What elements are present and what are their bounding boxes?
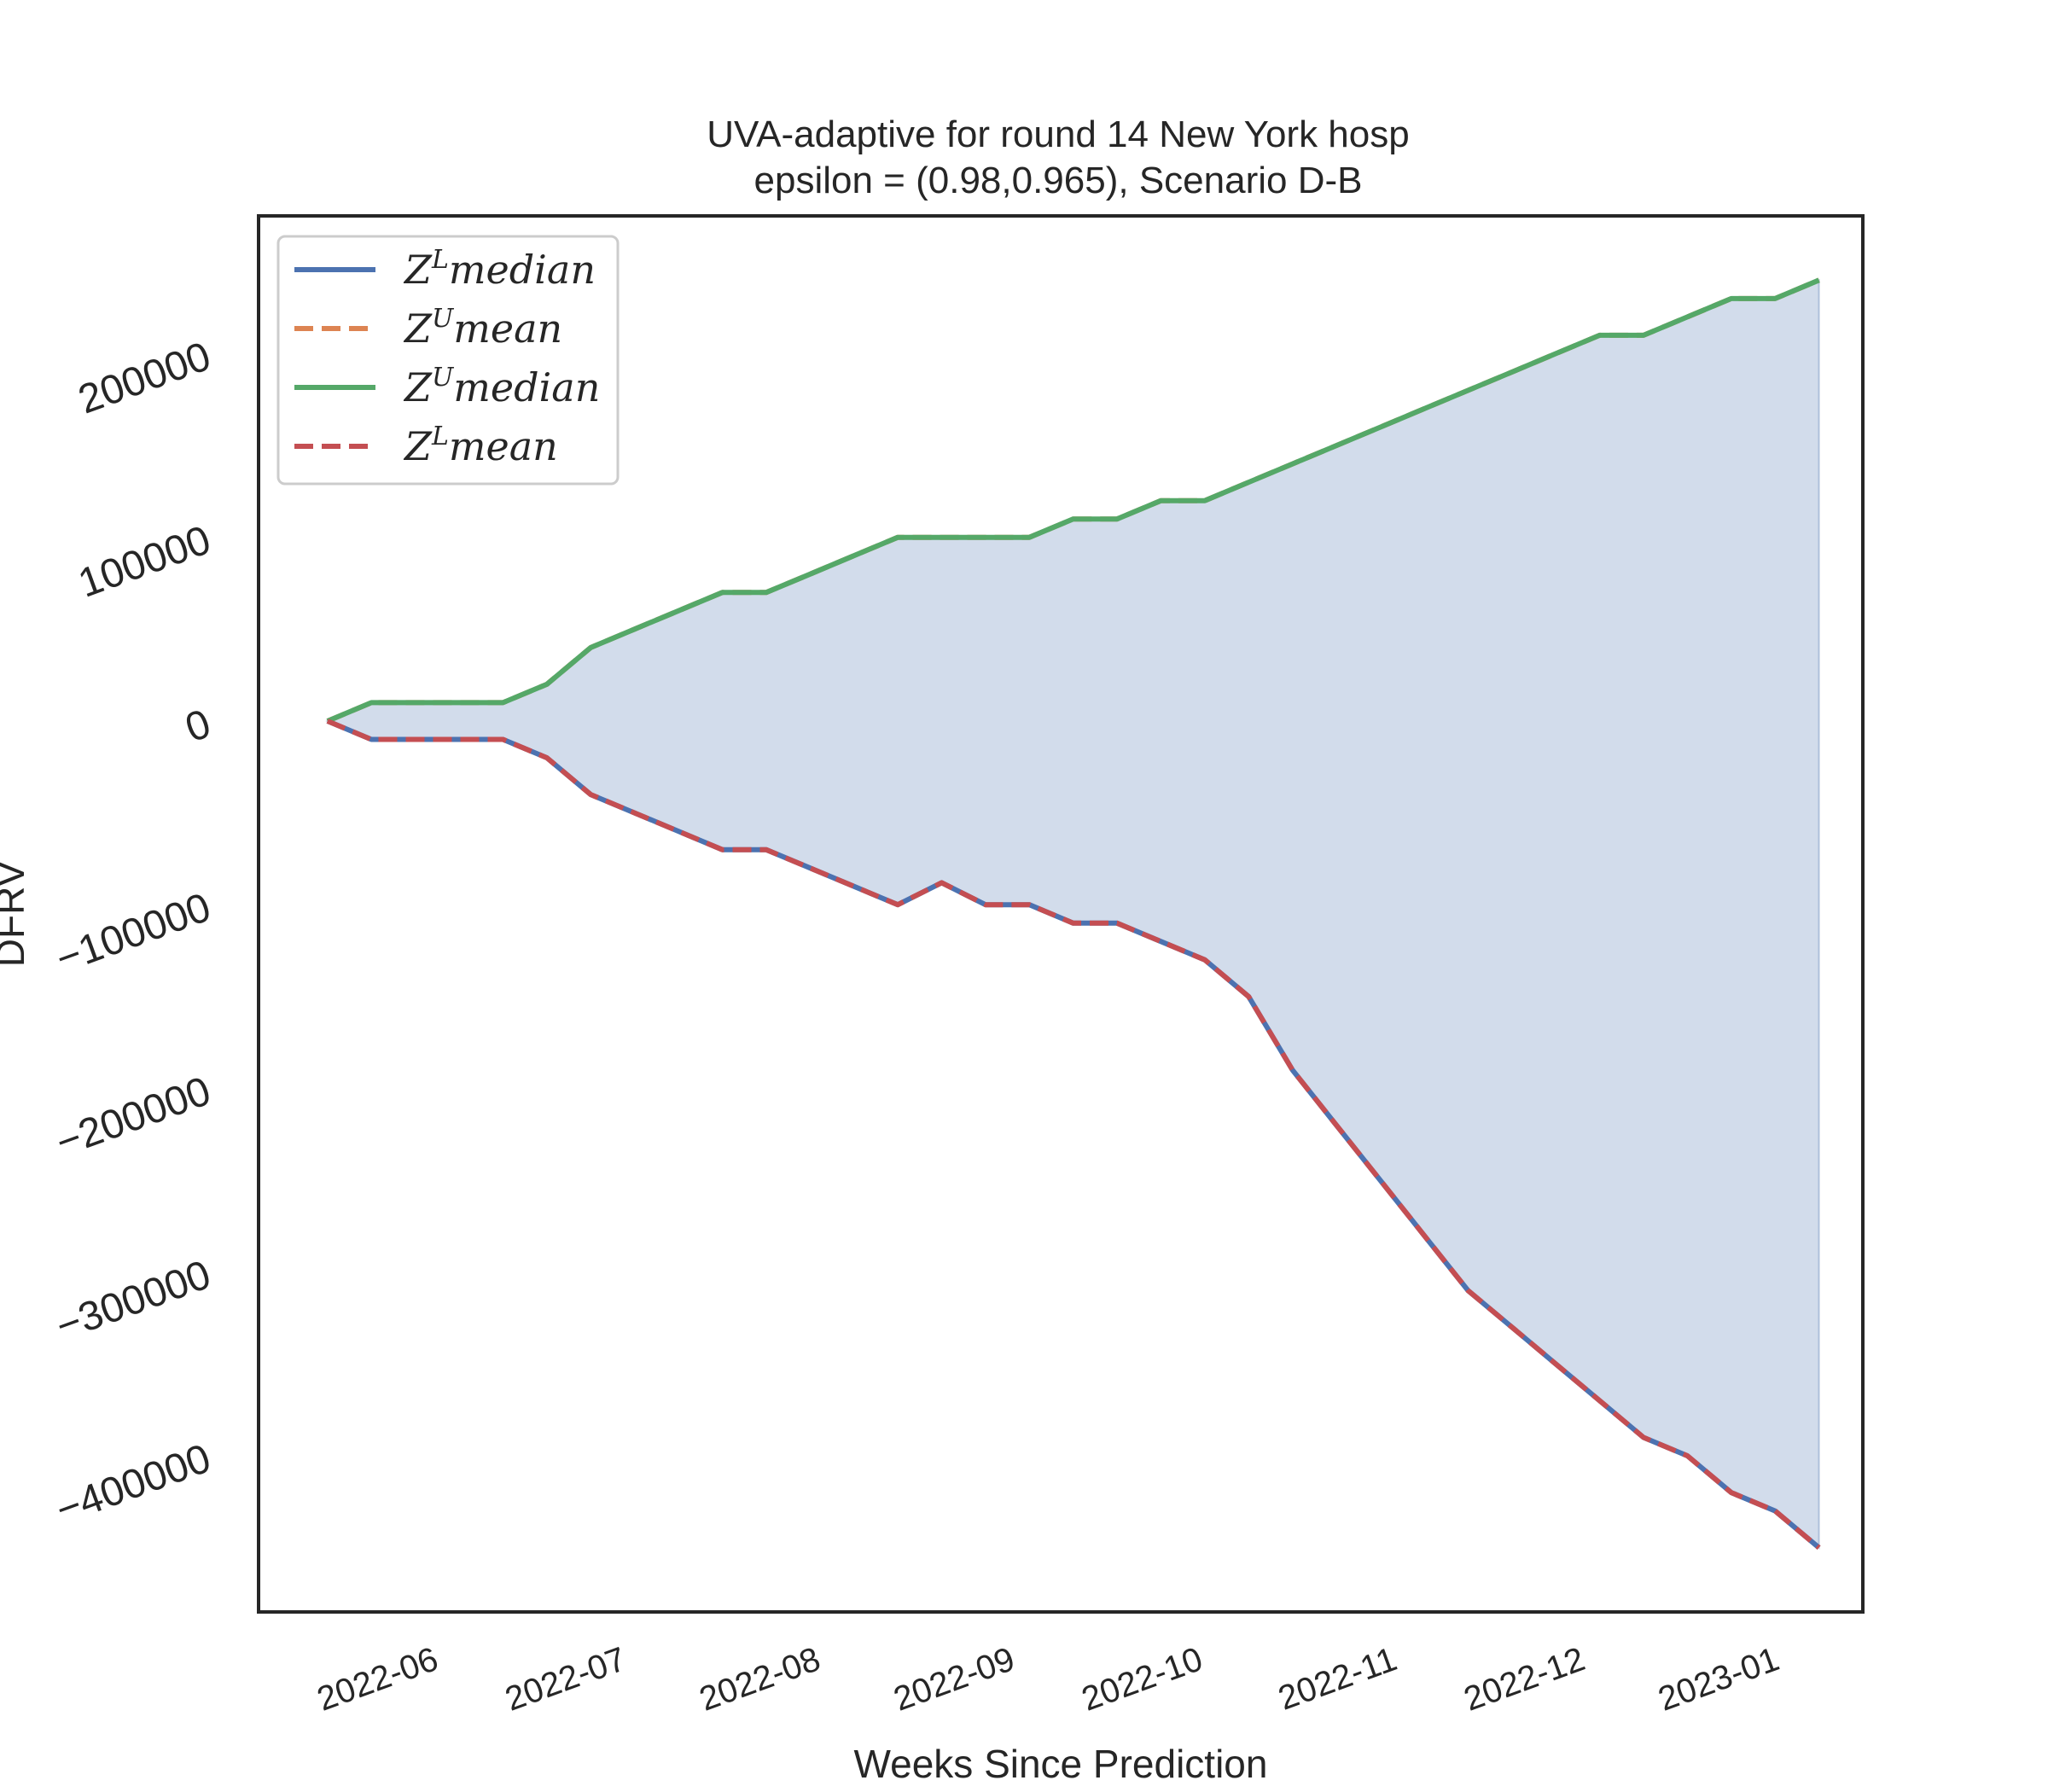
legend-label: ZLmean <box>403 422 558 469</box>
chart-title: UVA-adaptive for round 14 New York hosp <box>707 113 1409 155</box>
series-line-U-median <box>326 277 1820 724</box>
series-line-L-mean <box>326 719 1821 1550</box>
legend-box <box>276 235 620 486</box>
x-axis-label: Weeks Since Prediction <box>854 1742 1268 1786</box>
legend-entries: ZLmedian ZUmean ZUmedian ZLmean <box>294 245 600 469</box>
chart-subtitle: epsilon = (0.98,0.965), Scenario D-B <box>754 160 1363 201</box>
series-layer <box>326 277 1821 1550</box>
legend-label: ZLmedian <box>403 245 596 293</box>
legend: ZLmedian ZUmean ZUmedian ZLmean <box>276 235 620 486</box>
plot-frame <box>257 214 1865 1614</box>
legend-label: ZUmean <box>403 304 562 352</box>
legend-label: ZUmedian <box>403 363 600 410</box>
y-axis-label: DFRV <box>0 860 32 967</box>
